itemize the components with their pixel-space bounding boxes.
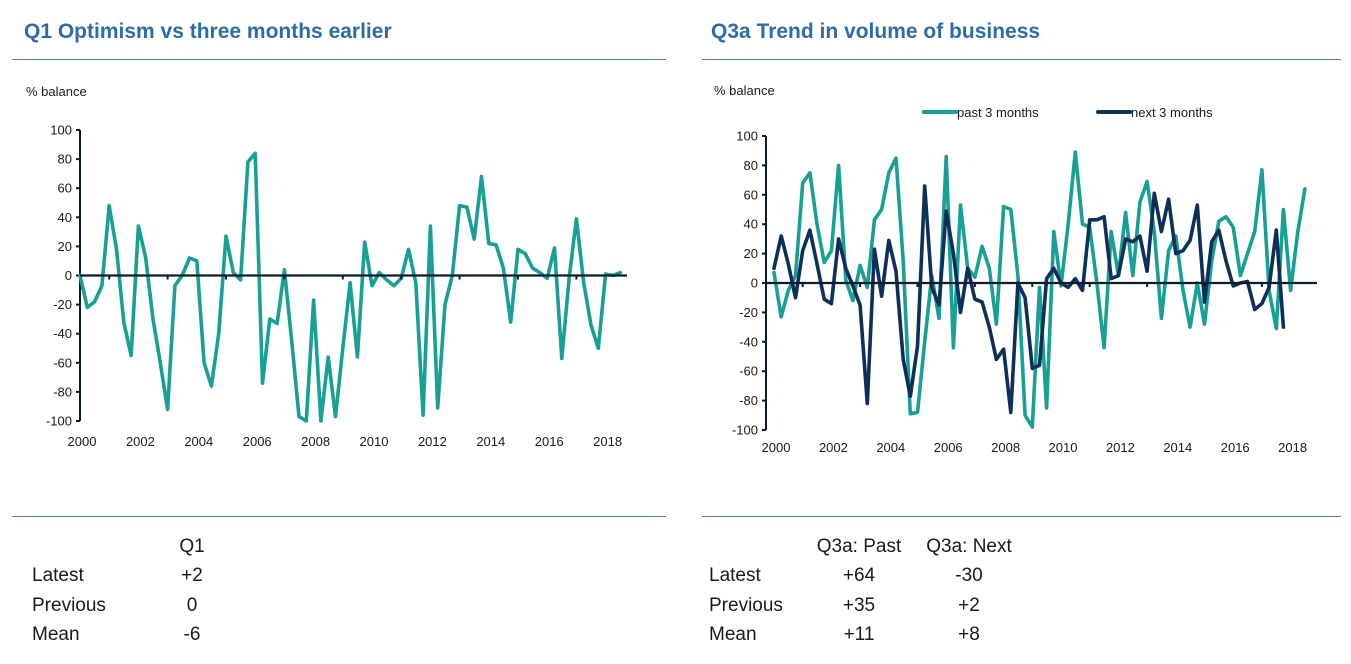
y-tick-label: -20 (53, 297, 72, 312)
table-header-row: Q3a: Past Q3a: Next (709, 532, 1029, 562)
y-tick-label: 100 (50, 123, 72, 138)
x-tick-label: 2000 (68, 434, 97, 449)
row-value-past: +11 (843, 624, 875, 646)
title-divider (702, 59, 1341, 60)
left-panel: Q1 Optimism vs three months earlier % ba… (12, 20, 666, 650)
x-tick-label: 2014 (1163, 440, 1192, 455)
right-panel: Q3a Trend in volume of business % balanc… (690, 0, 1351, 664)
x-tick-label: 2014 (476, 434, 505, 449)
table-header-blank (709, 532, 809, 562)
row-label: Previous (32, 594, 106, 616)
x-tick-label: 2006 (243, 434, 272, 449)
table-row-previous: Previous +35 +2 (709, 591, 1029, 621)
x-tick-label: 2010 (1049, 440, 1078, 455)
table-row-latest: Latest +64 -30 (709, 562, 1029, 592)
q1-optimism-chart: 100 80 60 40 20 0 -20 -40 -60 -80 -100 2000 2002 2004… (46, 123, 627, 449)
x-tick-label: 2012 (1106, 440, 1135, 455)
x-tick-label: 2008 (991, 440, 1020, 455)
x-tick-label: 2004 (184, 434, 213, 449)
y-tick-label: 40 (744, 217, 758, 232)
table-header-blank (32, 532, 172, 562)
x-tick-label: 2012 (418, 434, 447, 449)
y-tick-label: 40 (58, 210, 72, 225)
x-tick-label: 2018 (593, 434, 622, 449)
x-tick-label: 2016 (1221, 440, 1250, 455)
row-label: Mean (32, 624, 80, 646)
y-tick-label: 60 (58, 181, 72, 196)
y-tick-label: 80 (58, 152, 72, 167)
row-value: 0 (186, 594, 198, 616)
q1-stats-table: Q1 Latest +2 Previous 0 Mean -6 (32, 532, 212, 650)
x-tick-label: 2002 (126, 434, 155, 449)
y-tick-label: -60 (53, 355, 72, 370)
table-header-next: Q3a: Next (926, 535, 1012, 557)
x-tick-label: 2006 (934, 440, 963, 455)
y-tick-label: -100 (46, 414, 72, 429)
row-value-past: +35 (842, 594, 876, 616)
x-tick-label: 2018 (1278, 440, 1307, 455)
legend-label-past: past 3 months (957, 105, 1039, 120)
row-value-past: +64 (842, 565, 876, 587)
table-divider (12, 516, 666, 517)
q3a-volume-chart: 100 80 60 40 20 0 -20 -40 -60 -80 -100 2000 2002 2004… (732, 105, 1317, 455)
legend-label-next: next 3 months (1131, 105, 1213, 120)
x-tick-label: 2000 (762, 440, 791, 455)
table-header-row: Q1 (32, 532, 212, 562)
row-value: +2 (181, 565, 203, 587)
table-row-mean: Mean +11 +8 (709, 621, 1029, 651)
row-value-next: +2 (958, 594, 980, 616)
row-value-next: -30 (955, 565, 983, 587)
row-label: Previous (709, 594, 783, 616)
y-tick-label: -80 (739, 393, 758, 408)
table-divider (702, 516, 1341, 517)
y-tick-label: 80 (744, 158, 758, 173)
table-row-previous: Previous 0 (32, 591, 212, 621)
y-tick-label: 20 (744, 246, 758, 261)
y-tick-label: 0 (751, 276, 758, 291)
y-tick-label: -100 (732, 423, 758, 438)
series-line-q1 (78, 151, 623, 423)
x-tick-label: 2008 (301, 434, 330, 449)
x-tick-label: 2016 (535, 434, 564, 449)
table-row-mean: Mean -6 (32, 621, 212, 651)
row-label: Latest (32, 565, 84, 587)
row-label: Latest (709, 565, 761, 587)
y-tick-label: -20 (739, 305, 758, 320)
x-tick-label: 2004 (876, 440, 905, 455)
y-tick-label: -80 (53, 384, 72, 399)
y-axis-unit-label: % balance (714, 83, 775, 98)
y-tick-label: 0 (65, 268, 72, 283)
y-tick-label: -60 (739, 364, 758, 379)
y-tick-label: 60 (744, 187, 758, 202)
table-header-q1: Q1 (179, 535, 205, 557)
y-tick-label: 100 (736, 129, 758, 144)
chart-title: Q3a Trend in volume of business (711, 20, 1041, 43)
row-value: -6 (183, 624, 201, 646)
x-tick-label: 2002 (819, 440, 848, 455)
series-line-next-3-months (772, 184, 1286, 415)
chart-title: Q1 Optimism vs three months earlier (24, 20, 392, 43)
y-axis-unit-label: % balance (26, 84, 87, 99)
table-row-latest: Latest +2 (32, 562, 212, 592)
y-tick-label: 20 (58, 239, 72, 254)
title-divider (12, 59, 666, 60)
row-label: Mean (709, 624, 757, 646)
table-header-past: Q3a: Past (816, 535, 902, 557)
x-tick-label: 2010 (360, 434, 389, 449)
y-tick-label: -40 (53, 326, 72, 341)
row-value-next: +8 (958, 624, 980, 646)
y-tick-label: -40 (739, 334, 758, 349)
q3a-stats-table: Q3a: Past Q3a: Next Latest +64 -30 Previ… (709, 532, 1029, 650)
